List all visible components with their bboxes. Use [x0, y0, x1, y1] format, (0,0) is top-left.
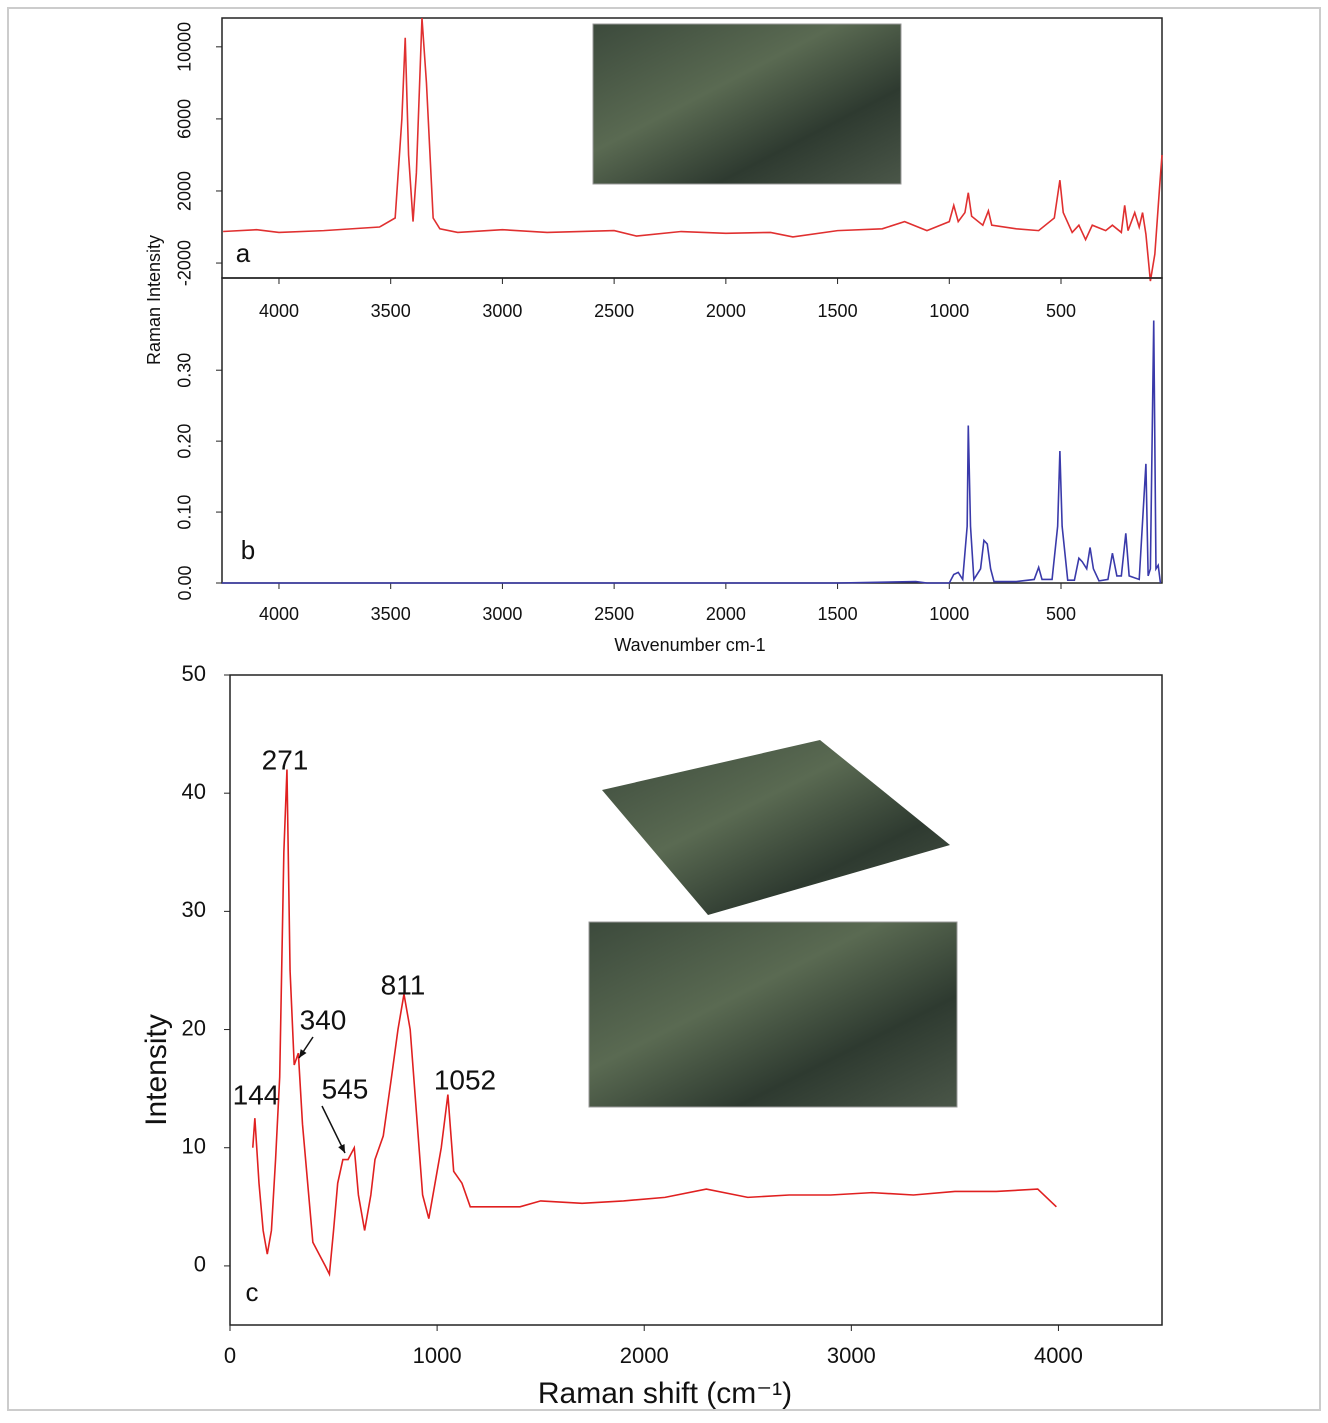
spectrum-line [223, 17, 1163, 282]
y-tick-label: 6000 [175, 99, 195, 139]
y-axis-label: Raman Intensity [144, 235, 164, 365]
peak-annotation: 811 [381, 969, 426, 1000]
y-tick-label: -2000 [175, 240, 195, 286]
x-tick-label: 0 [224, 1343, 236, 1368]
x-tick-label: 2000 [706, 604, 746, 624]
spectrum-line [222, 320, 1162, 584]
y-tick-label: 40 [182, 779, 206, 804]
y-tick-label: 20 [182, 1015, 206, 1040]
y-tick-label: 0 [194, 1252, 206, 1277]
y-tick-label: 0.20 [175, 424, 195, 459]
x-tick-label: 4000 [259, 604, 299, 624]
inset-3d-surface [602, 740, 950, 915]
y-tick-label: 50 [182, 661, 206, 686]
x-axis-label: Wavenumber cm-1 [614, 635, 765, 655]
x-axis-label: Raman shift (cm⁻¹) [538, 1377, 792, 1410]
x-tick-label: 4000 [1034, 1343, 1083, 1368]
x-tick-label: 3500 [371, 604, 411, 624]
plot-frame [229, 674, 1163, 1326]
x-tick-label: 500 [1046, 301, 1076, 321]
x-tick-label: 4000 [259, 301, 299, 321]
x-tick-label: 1000 [929, 604, 969, 624]
x-tick-label: 3000 [482, 301, 522, 321]
y-tick-label: 2000 [175, 171, 195, 211]
peak-annotation: 340 [300, 1004, 347, 1035]
arrow-head [338, 1144, 345, 1153]
y-tick-label: 10 [182, 1134, 206, 1159]
panel-label: c [246, 1277, 259, 1307]
inset-micrograph [588, 921, 958, 1108]
x-tick-label: 1500 [818, 301, 858, 321]
panel-label: a [236, 238, 251, 268]
annotation-arrow [321, 1105, 346, 1154]
y-tick-label: 0.30 [175, 353, 195, 388]
inset-micrograph [592, 23, 902, 185]
y-tick-label: 0.10 [175, 495, 195, 530]
x-tick-label: 2500 [594, 301, 634, 321]
x-tick-label: 500 [1046, 604, 1076, 624]
panel-label: b [241, 535, 255, 565]
x-tick-label: 2500 [594, 604, 634, 624]
y-axis-label: Intensity [140, 1014, 173, 1126]
peak-annotation: 271 [262, 744, 309, 775]
x-tick-label: 3000 [482, 604, 522, 624]
arrow-head [299, 1049, 307, 1058]
x-tick-label: 1000 [413, 1343, 462, 1368]
peak-annotation: 144 [233, 1079, 280, 1110]
x-tick-label: 3500 [371, 301, 411, 321]
x-tick-label: 1500 [818, 604, 858, 624]
x-tick-label: 2000 [620, 1343, 669, 1368]
peak-annotation: 1052 [434, 1064, 496, 1095]
x-tick-label: 3000 [827, 1343, 876, 1368]
x-tick-label: 1000 [929, 301, 969, 321]
y-tick-label: 0.00 [175, 565, 195, 600]
peak-annotation: 545 [322, 1073, 369, 1104]
y-tick-label: 30 [182, 897, 206, 922]
x-tick-label: 2000 [706, 301, 746, 321]
frame [7, 7, 1321, 1411]
spectrum-line [251, 769, 1057, 1278]
y-tick-label: 10000 [175, 22, 195, 72]
